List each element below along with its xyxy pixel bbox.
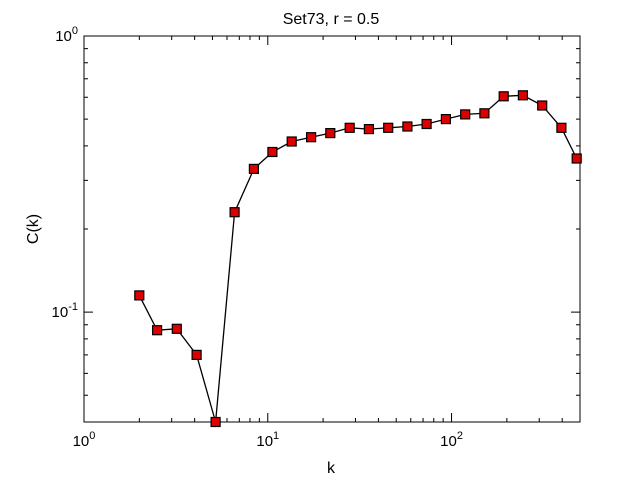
data-point bbox=[210, 416, 221, 428]
data-point bbox=[556, 122, 567, 133]
x-tick-label: 102 bbox=[440, 430, 463, 450]
data-point bbox=[325, 128, 336, 139]
data-point bbox=[402, 121, 413, 132]
data-point bbox=[248, 163, 259, 174]
data-point bbox=[571, 153, 582, 164]
y-tick-label: 10-1 bbox=[52, 301, 78, 321]
data-point bbox=[306, 132, 317, 143]
x-tick-labels: 100 101 102 bbox=[73, 430, 463, 450]
chart-title: Set73, r = 0.5 bbox=[283, 11, 380, 28]
data-point bbox=[537, 100, 548, 111]
x-tick-label: 101 bbox=[256, 430, 279, 450]
data-point bbox=[134, 290, 145, 301]
y-tick-label: 100 bbox=[55, 25, 78, 45]
data-point bbox=[440, 113, 451, 125]
y-tick-labels: 10-1 100 bbox=[52, 25, 78, 321]
data-point bbox=[152, 325, 163, 336]
data-point bbox=[517, 90, 529, 101]
data-point bbox=[421, 118, 432, 130]
series-markers bbox=[134, 90, 582, 428]
plot-area bbox=[83, 35, 581, 423]
data-point bbox=[229, 207, 240, 218]
data-point bbox=[286, 136, 297, 147]
major-ticks bbox=[83, 35, 580, 422]
data-point bbox=[191, 349, 202, 360]
data-point bbox=[363, 123, 374, 135]
data-point bbox=[171, 323, 182, 334]
data-point bbox=[479, 108, 490, 119]
x-tick-label: 100 bbox=[73, 430, 96, 450]
x-axis-label: k bbox=[327, 460, 336, 477]
y-axis-label: C(k) bbox=[25, 214, 42, 244]
data-point bbox=[498, 91, 509, 102]
data-point bbox=[267, 146, 278, 158]
data-point bbox=[383, 122, 394, 133]
data-point bbox=[344, 122, 355, 133]
data-point bbox=[460, 109, 471, 120]
